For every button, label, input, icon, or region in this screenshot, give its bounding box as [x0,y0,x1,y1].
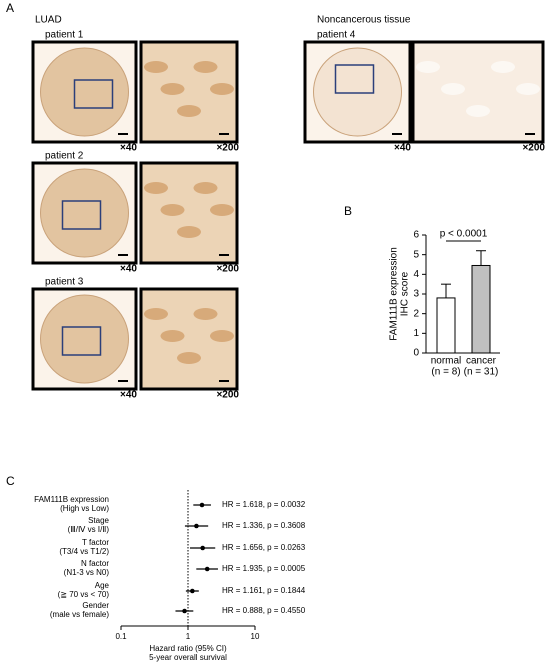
hr-point [199,502,205,508]
bar [471,264,491,354]
magnification: ×200 [216,143,239,154]
x-tick-label: 10 [251,632,260,641]
tissue-detail [416,61,440,73]
row-label: Gender [82,601,109,610]
hr-point [204,566,210,572]
y-axis-label: IHC score [400,271,411,316]
x-tick-label: cancer [466,356,497,367]
hr-point [200,545,205,551]
magnification: ×40 [120,143,137,154]
tissue-detail [177,105,201,117]
y-tick-label: 0 [413,348,419,359]
tissue-core [40,294,129,384]
patient-label: patient 3 [45,277,84,288]
zoom-box [61,200,102,230]
tissue-detail [193,61,218,73]
tissue-detail [144,61,168,73]
row-label: N factor [81,559,109,568]
group-label: LUAD [35,15,62,26]
row-sublabel: (N1-3 vs N0) [64,568,110,577]
bar [436,297,456,354]
tissue-detail [491,61,515,73]
y-tick-label: 3 [413,289,419,300]
tissue-core [313,47,402,137]
x-axis-label: 5-year overall survival [149,653,227,662]
tissue-detail [466,105,490,117]
panel-label: B [344,204,352,218]
row-label: T factor [82,538,109,547]
row-label: FAM111B expression [34,495,109,504]
x-axis-label: Hazard ratio (95% CI) [149,644,227,653]
zoom-box [73,79,114,109]
hr-label: HR = 1.618, p = 0.0032 [222,500,306,509]
x-tick-label: 1 [186,632,191,641]
panel-label: A [6,1,14,15]
tissue-detail [210,83,234,95]
y-tick-label: 5 [413,249,419,260]
tissue-detail [160,83,185,95]
zoom-box [61,326,102,356]
hr-label: HR = 0.888, p = 0.4550 [222,606,306,615]
x-tick-sublabel: (n = 8) [431,367,460,378]
tissue-detail [177,352,201,364]
y-tick-label: 6 [413,230,419,241]
tissue-core [40,47,129,137]
tissue-detail [210,330,234,342]
tissue-detail [516,83,540,95]
tissue-detail [160,204,185,216]
x-tick-label: normal [431,356,462,367]
tissue-detail [160,330,185,342]
significance-label: p < 0.0001 [440,229,488,240]
row-label: Age [95,581,110,590]
hr-label: HR = 1.935, p = 0.0005 [222,564,306,573]
hr-label: HR = 1.656, p = 0.0263 [222,543,306,552]
patient-label: patient 4 [317,30,356,41]
tissue-detail [177,226,201,238]
tissue-detail [210,204,234,216]
tissue-detail [193,308,218,320]
x-tick-sublabel: (n = 31) [464,367,499,378]
magnification: ×200 [522,143,545,154]
magnification: ×40 [120,264,137,275]
x-tick-label: 0.1 [115,632,127,641]
row-sublabel: (Ⅲ/Ⅳ vs Ⅰ/Ⅱ) [68,525,110,534]
tissue-detail [144,182,168,194]
magnification: ×40 [394,143,411,154]
hr-point [182,608,187,614]
hr-label: HR = 1.161, p = 0.1844 [222,586,306,595]
magnification: ×40 [120,390,137,401]
hr-label: HR = 1.336, p = 0.3608 [222,521,306,530]
tissue-detail [144,308,168,320]
y-tick-label: 2 [413,308,419,319]
y-tick-label: 1 [413,328,419,339]
zoom-box [334,64,375,94]
y-tick-label: 4 [413,269,419,280]
group-label: Noncancerous tissue [317,15,411,26]
row-label: Stage [88,516,109,525]
row-sublabel: (High vs Low) [60,504,109,513]
magnification: ×200 [216,264,239,275]
row-sublabel: (≧ 70 vs < 70) [58,590,110,599]
patient-label: patient 2 [45,151,84,162]
panel-label: C [6,474,15,488]
tissue-detail [441,83,465,95]
hr-point [194,523,199,529]
patient-label: patient 1 [45,30,84,41]
y-axis-label: FAM111B expression [389,247,400,341]
row-sublabel: (T3/4 vs T1/2) [59,547,109,556]
tissue-detail [193,182,218,194]
row-sublabel: (male vs female) [50,610,109,619]
hr-point [190,588,195,594]
tissue-core [40,168,129,258]
magnification: ×200 [216,390,239,401]
